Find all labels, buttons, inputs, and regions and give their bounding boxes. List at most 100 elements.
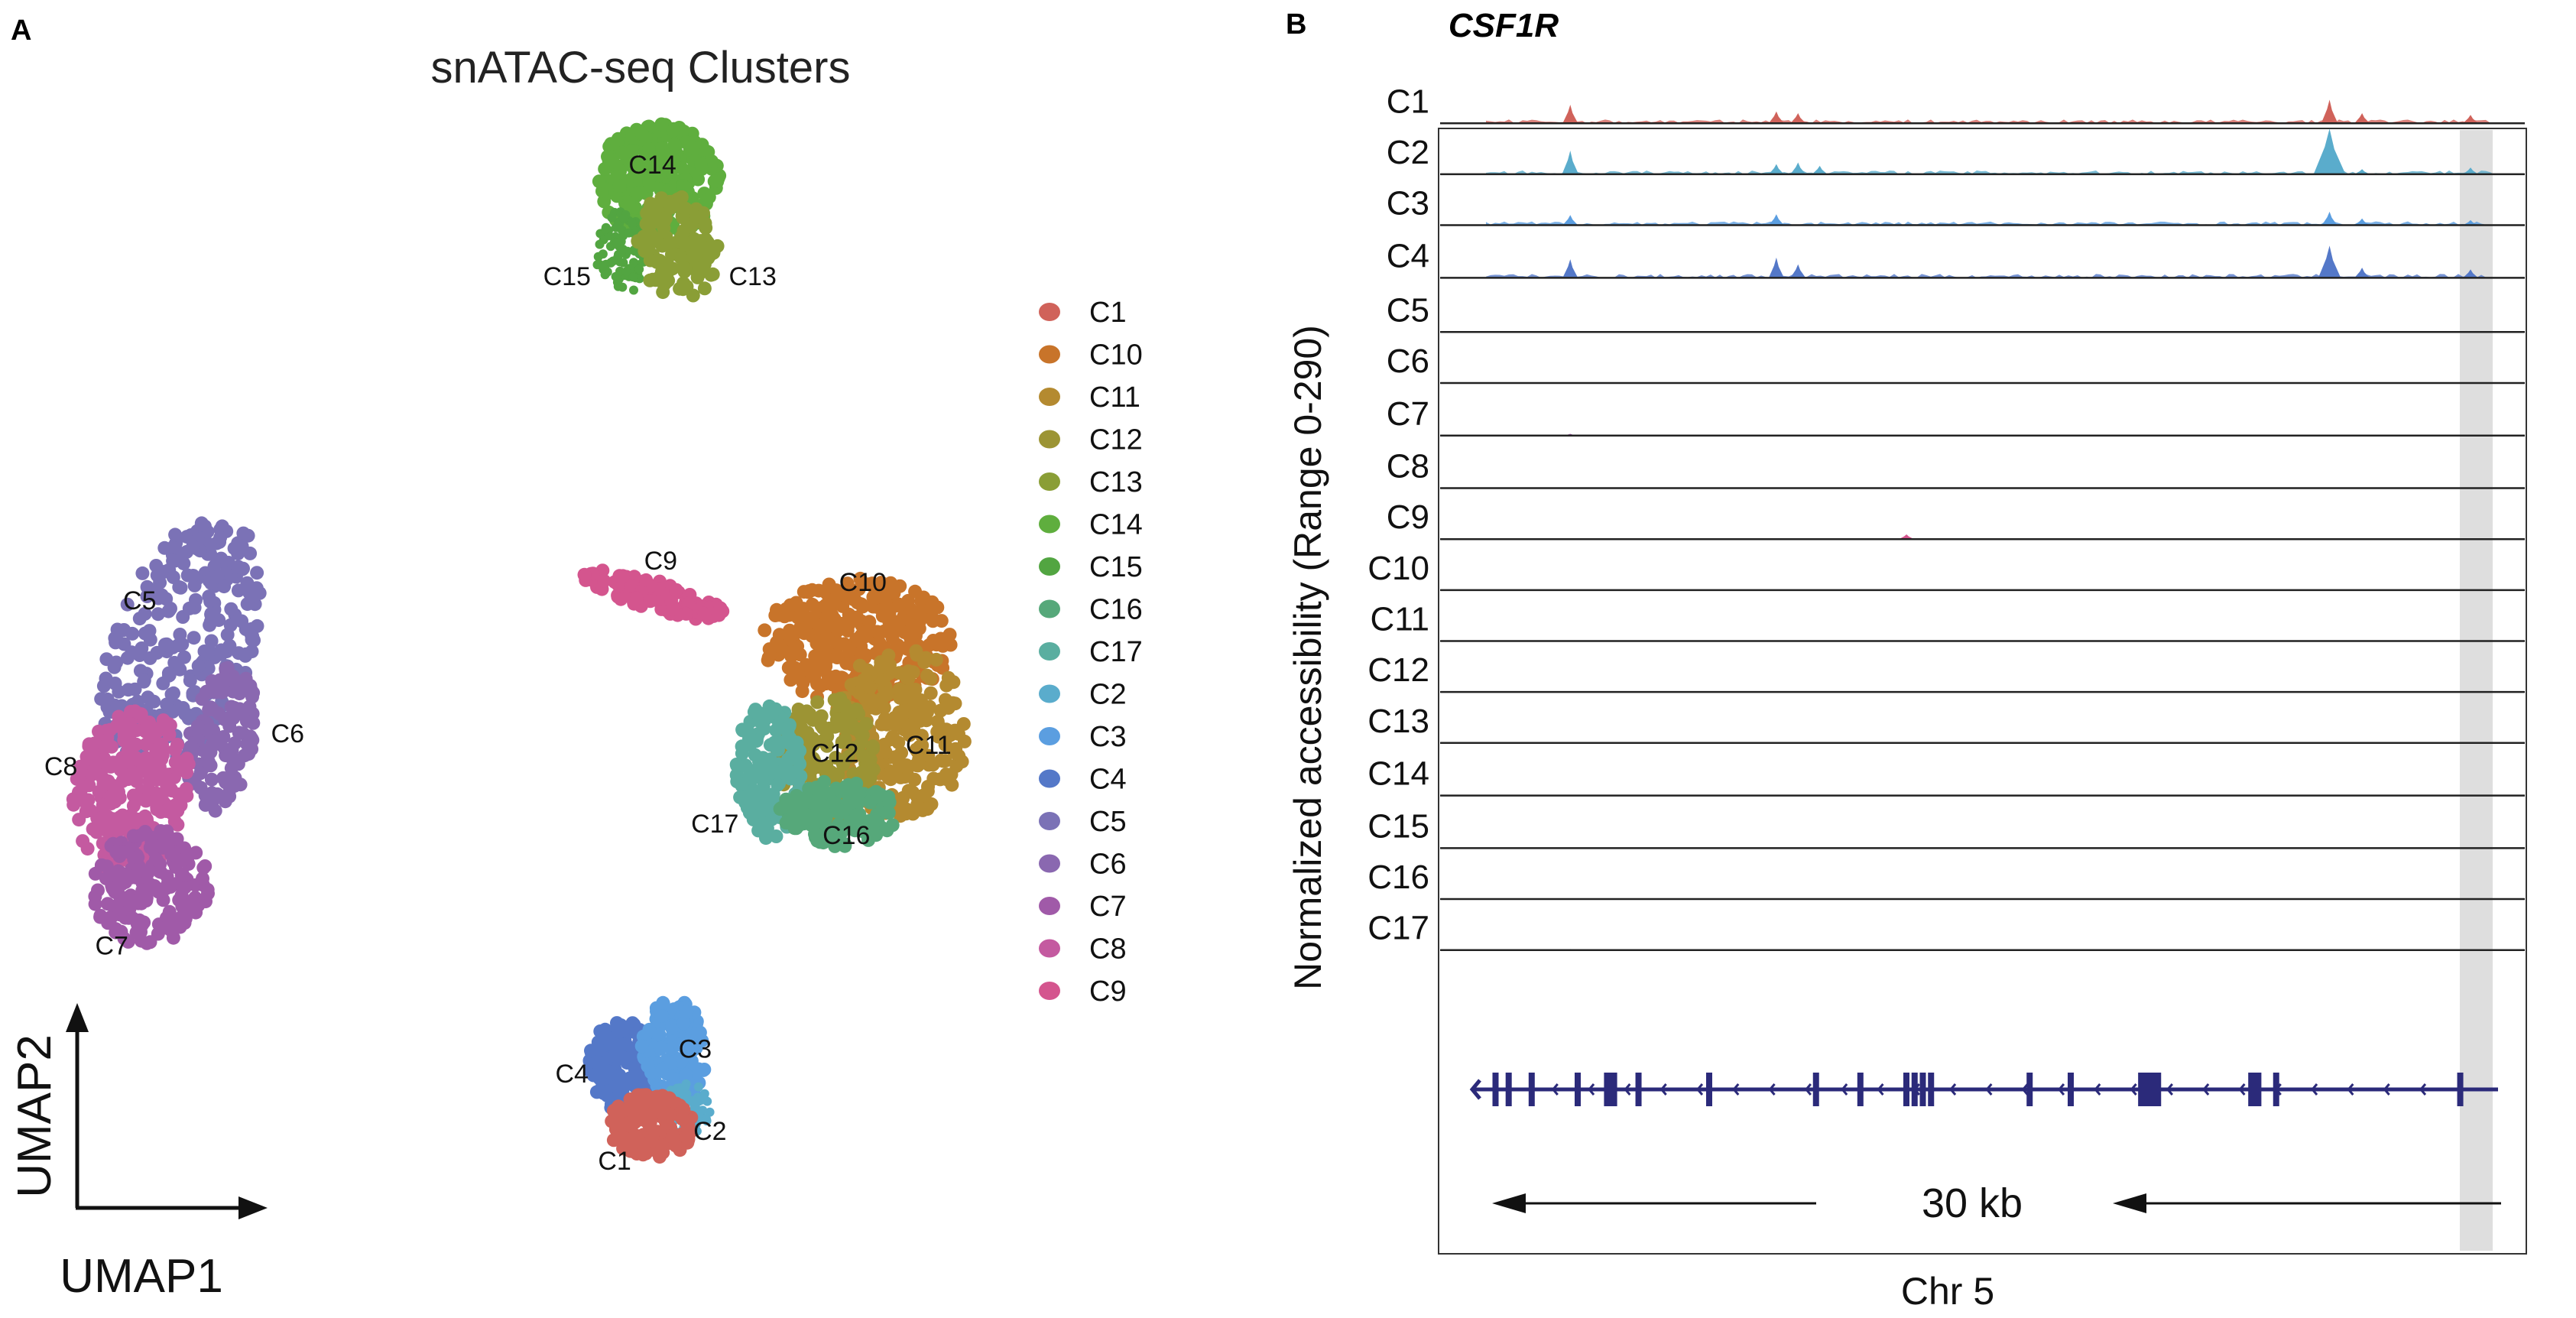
- point: [605, 153, 620, 167]
- point: [915, 739, 930, 752]
- point: [222, 789, 237, 803]
- legend-swatch: [1039, 769, 1060, 788]
- point: [812, 583, 826, 598]
- legend-item-c2: C2: [1039, 679, 1127, 711]
- point: [892, 682, 907, 696]
- strand-chevron-icon: [2419, 1083, 2427, 1096]
- strand-chevron-icon: [1659, 1083, 1667, 1096]
- legend-swatch: [1039, 939, 1060, 958]
- point: [686, 141, 700, 155]
- exon: [2138, 1073, 2162, 1106]
- point: [168, 860, 183, 875]
- point: [108, 794, 122, 809]
- point: [167, 540, 181, 554]
- point: [829, 781, 843, 796]
- x-axis-label: Chr 5: [1901, 1270, 1994, 1313]
- point: [639, 573, 654, 587]
- point: [164, 602, 177, 615]
- point: [939, 678, 954, 693]
- point: [758, 623, 772, 638]
- peak: [1812, 165, 1828, 174]
- point: [833, 806, 847, 820]
- point: [168, 755, 183, 770]
- point: [805, 597, 819, 612]
- point: [880, 685, 894, 700]
- point: [135, 917, 149, 932]
- point: [674, 1054, 689, 1069]
- point: [642, 1022, 657, 1037]
- point: [150, 568, 164, 583]
- track-label: C13: [1367, 703, 1429, 740]
- point: [612, 238, 622, 248]
- track-label: C15: [1367, 807, 1429, 845]
- point: [246, 686, 261, 700]
- point: [833, 616, 848, 631]
- legend-swatch: [1039, 345, 1060, 364]
- track-c7: C7: [1387, 395, 2525, 437]
- cluster-c13-points: [631, 190, 725, 303]
- point: [733, 790, 748, 804]
- track-c11: C11: [1371, 601, 2525, 642]
- point: [920, 802, 935, 816]
- track-frame: [1438, 128, 2527, 1255]
- legend: C1 C10 C11 C12 C13 C14 C15 C16 C17 C2 C3 C4 C5 C6 C7 C8…: [1039, 297, 1143, 1008]
- point: [125, 626, 140, 641]
- cluster-label-c1: C1: [598, 1147, 631, 1176]
- point: [592, 1042, 606, 1057]
- legend-item-c4: C4: [1039, 764, 1127, 796]
- track-label: C11: [1371, 601, 1429, 638]
- point: [597, 194, 612, 209]
- point: [177, 904, 191, 918]
- exon: [2457, 1073, 2464, 1106]
- point: [666, 602, 680, 616]
- point: [819, 677, 833, 691]
- point: [923, 686, 938, 700]
- point: [196, 872, 209, 886]
- point: [246, 589, 261, 603]
- point: [690, 270, 705, 284]
- track-c13: C13: [1367, 703, 2525, 745]
- strand-chevron-icon: [1695, 1083, 1704, 1096]
- peak: [1790, 264, 1806, 278]
- point: [933, 772, 947, 787]
- point: [690, 1101, 699, 1111]
- point: [197, 644, 212, 658]
- point: [810, 695, 825, 709]
- point: [231, 583, 245, 598]
- point: [128, 868, 142, 883]
- exon: [1528, 1073, 1535, 1106]
- point: [177, 557, 191, 571]
- point: [619, 213, 628, 223]
- point: [779, 602, 793, 616]
- strand-chevron-icon: [2094, 1083, 2101, 1096]
- point: [827, 693, 842, 707]
- strand-chevron-icon: [2383, 1083, 2390, 1096]
- point: [923, 671, 938, 686]
- peak: [2463, 167, 2479, 174]
- cluster-label-c7: C7: [95, 931, 128, 960]
- point: [697, 281, 712, 296]
- point: [800, 808, 815, 823]
- point: [835, 823, 850, 838]
- peak: [2463, 269, 2479, 278]
- point: [186, 569, 200, 583]
- point: [874, 660, 887, 674]
- legend-label: C3: [1089, 721, 1127, 753]
- point: [656, 1106, 670, 1121]
- point: [865, 576, 880, 591]
- point: [109, 655, 124, 670]
- point: [198, 859, 213, 873]
- cluster-c17-points: [729, 699, 808, 846]
- cluster-c16-points: [773, 774, 900, 853]
- point: [893, 579, 907, 593]
- point: [835, 599, 850, 613]
- accessibility-tracks: C1 C2 C3 C4 C5 C6 C7 C8 C9 C10 C11 C12 C13 C14 C15 C16 C…: [1367, 83, 2525, 951]
- legend-item-c17: C17: [1039, 636, 1143, 668]
- point: [200, 796, 215, 810]
- point: [654, 1040, 668, 1055]
- point: [240, 737, 255, 752]
- point: [667, 156, 681, 170]
- point: [204, 772, 219, 787]
- track-c16: C16: [1367, 859, 2525, 901]
- cluster-label-c14: C14: [628, 151, 676, 180]
